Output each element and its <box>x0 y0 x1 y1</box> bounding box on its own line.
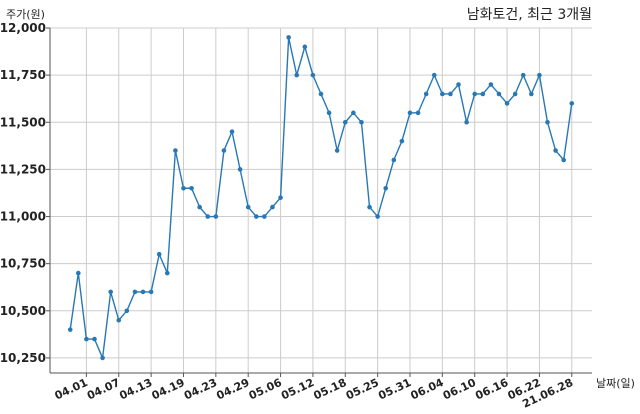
data-point <box>270 204 275 210</box>
y-tick-label: 11,250 <box>0 162 46 176</box>
data-point <box>197 204 202 210</box>
data-point <box>262 214 267 219</box>
x-tick-label: 05.25 <box>344 376 381 402</box>
data-point <box>545 119 550 125</box>
data-point <box>456 82 461 87</box>
data-point <box>92 336 97 342</box>
data-point <box>423 91 429 97</box>
price-series <box>67 35 575 361</box>
data-point <box>569 101 575 106</box>
data-point <box>480 91 486 97</box>
data-point <box>431 72 437 78</box>
data-point <box>529 91 534 97</box>
chart-title: 남화토건, 최근 3개월 <box>466 7 592 23</box>
chart-axes <box>49 28 592 374</box>
data-point <box>415 110 421 116</box>
data-point <box>221 148 227 153</box>
y-tick-label: 12,000 <box>0 21 46 35</box>
x-tick-label: 05.06 <box>247 376 284 403</box>
data-point <box>512 91 518 97</box>
data-point <box>318 91 324 97</box>
y-tick-label: 10,500 <box>0 304 46 318</box>
data-point <box>488 82 494 87</box>
series-line <box>69 37 573 361</box>
data-point <box>375 214 380 219</box>
data-point <box>367 204 372 210</box>
x-tick-label: 06.16 <box>473 376 510 403</box>
data-point <box>520 72 526 78</box>
data-point <box>294 72 300 78</box>
y-tick-label: 11,750 <box>0 68 46 82</box>
data-point <box>173 148 178 153</box>
data-point <box>553 148 558 153</box>
data-point <box>496 91 502 97</box>
data-point <box>351 110 356 116</box>
data-point <box>237 167 243 172</box>
data-point <box>140 289 146 295</box>
data-point <box>148 289 154 295</box>
data-point <box>383 185 389 191</box>
x-tick-label: 05.31 <box>376 376 413 402</box>
data-point <box>124 308 130 314</box>
data-point <box>108 289 113 295</box>
grid-lines <box>50 27 592 373</box>
data-point <box>116 317 122 323</box>
data-point <box>100 355 105 361</box>
x-tick-label: 04.13 <box>117 376 154 402</box>
data-point <box>189 185 194 191</box>
data-point <box>156 251 162 257</box>
x-tick-label: 04.07 <box>85 376 122 402</box>
data-point <box>213 214 219 219</box>
data-point <box>464 119 469 125</box>
x-axis-ticks: 04.0104.0704.1304.1904.2304.2905.0605.12… <box>53 373 575 411</box>
y-tick-label: 11,000 <box>0 210 46 224</box>
data-point <box>537 72 542 78</box>
data-point <box>205 214 211 219</box>
x-tick-label: 05.12 <box>279 376 316 402</box>
y-axis-label: 주가(원) <box>6 8 45 21</box>
data-point <box>181 185 186 191</box>
data-point <box>326 110 332 116</box>
x-tick-label: 05.18 <box>312 376 349 402</box>
data-point <box>132 289 138 295</box>
data-point <box>359 119 364 125</box>
data-point <box>286 35 291 40</box>
data-point <box>561 157 566 163</box>
data-point <box>164 270 170 276</box>
data-point <box>67 327 73 332</box>
data-point <box>504 101 510 106</box>
y-tick-label: 11,500 <box>0 115 46 129</box>
data-point <box>84 336 89 342</box>
data-point <box>399 138 405 144</box>
data-point <box>407 110 413 116</box>
data-point <box>253 214 259 219</box>
data-point <box>310 72 316 78</box>
x-axis-label: 날짜(일) <box>596 377 635 390</box>
x-tick-label: 04.01 <box>53 376 90 402</box>
data-point <box>472 91 478 97</box>
data-point <box>302 44 308 50</box>
y-tick-label: 10,750 <box>0 257 46 271</box>
data-point <box>448 91 453 97</box>
data-point <box>76 270 81 276</box>
data-point <box>440 91 445 97</box>
data-point <box>278 195 283 200</box>
x-tick-label: 04.19 <box>150 376 187 402</box>
x-tick-label: 04.29 <box>214 376 251 402</box>
x-tick-label: 06.04 <box>409 376 446 403</box>
data-point <box>334 148 340 153</box>
data-point <box>342 119 348 125</box>
x-tick-label: 06.10 <box>441 376 478 403</box>
data-point <box>245 204 251 210</box>
data-point <box>229 129 235 134</box>
y-axis-ticks: 10,250 10,500 10,750 11,000 11,250 11,500 11,7… <box>0 21 50 365</box>
y-tick-label: 10,250 <box>0 351 46 365</box>
x-tick-label: 04.23 <box>182 376 219 402</box>
data-point <box>391 157 397 163</box>
